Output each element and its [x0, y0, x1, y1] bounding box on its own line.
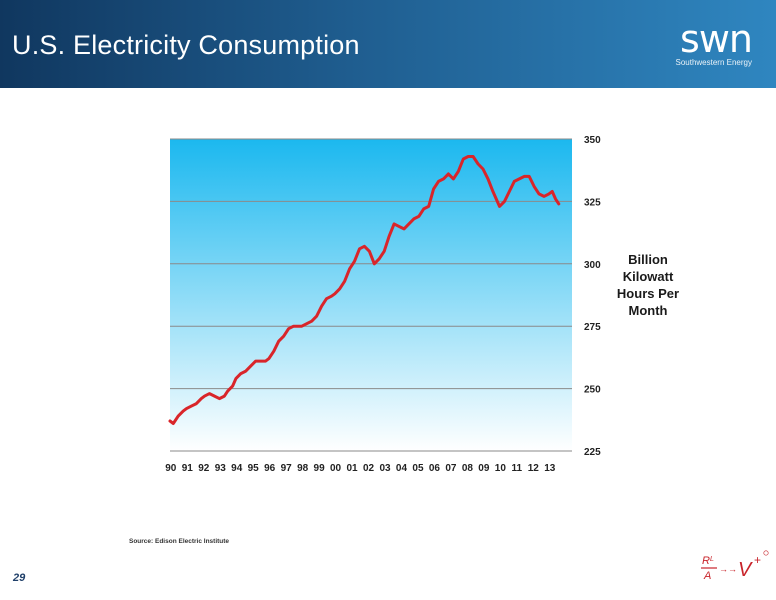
x-tick-label: 00: [330, 463, 342, 474]
y-tick-label: 225: [584, 447, 601, 458]
grid-lines: [170, 138, 572, 452]
y-tick-label: 275: [584, 322, 601, 333]
x-tick-label: 95: [248, 463, 260, 474]
source-note: Source: Edison Electric Institute: [129, 538, 230, 545]
x-tick-label: 96: [264, 463, 276, 474]
svg-text:A: A: [703, 570, 711, 582]
x-tick-label: 91: [182, 463, 194, 474]
svg-text:V: V: [738, 559, 753, 581]
x-tick-label: 10: [495, 463, 507, 474]
x-tick-label: 92: [198, 463, 210, 474]
x-tick-label: 13: [544, 463, 556, 474]
x-tick-label: 11: [512, 463, 523, 474]
x-tick-label: 93: [215, 463, 227, 474]
company-logo: swn Southwestern Energy: [675, 17, 753, 67]
slide-title: U.S. Electricity Consumption: [12, 30, 360, 60]
title-banner: U.S. Electricity Consumption swn Southwe…: [0, 0, 776, 88]
x-tick-label: 08: [462, 463, 474, 474]
x-tick-label: 02: [363, 463, 375, 474]
svg-text:L: L: [710, 556, 714, 563]
y-axis-unit-label: Billion Kilowatt Hours Per Month: [616, 252, 680, 318]
y-tick-label: 300: [584, 260, 601, 271]
x-tick-label: 03: [379, 463, 391, 474]
series-line: [168, 155, 561, 425]
logo-mark: swn: [680, 17, 753, 61]
x-tick-label: 09: [478, 463, 490, 474]
y-tick-label: 250: [584, 385, 601, 396]
x-tick-label: 94: [231, 463, 243, 474]
x-tick-label: 98: [297, 463, 309, 474]
y-tick-label: 325: [584, 197, 601, 208]
x-tick-label: 97: [281, 463, 293, 474]
svg-text:+: +: [754, 553, 761, 567]
x-tick-label: 90: [165, 463, 177, 474]
x-tick-label: 01: [346, 463, 358, 474]
y-axis: 225 250 275 300 325 350: [584, 135, 601, 458]
x-tick-label: 12: [528, 463, 540, 474]
logo-subtext: Southwestern Energy: [675, 58, 753, 67]
brand-mark-logo: R L A →→ V +: [701, 550, 769, 582]
x-axis: 90 91 92 93 94 95 96 97 98 99 00 01 02 03 04 05 06 07 08 09…: [165, 463, 555, 474]
x-tick-label: 07: [445, 463, 457, 474]
svg-text:→→: →→: [719, 564, 737, 574]
x-tick-label: 05: [412, 463, 424, 474]
x-tick-label: 06: [429, 463, 441, 474]
y-tick-label: 350: [584, 135, 601, 146]
svg-text:R: R: [702, 555, 710, 567]
x-tick-label: 99: [314, 463, 326, 474]
x-tick-label: 04: [396, 463, 408, 474]
page-number: 29: [13, 572, 26, 584]
plot-area: [170, 139, 572, 451]
